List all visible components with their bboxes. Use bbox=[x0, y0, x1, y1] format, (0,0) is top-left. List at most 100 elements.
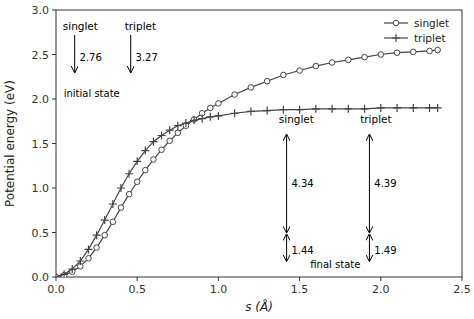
y-tick bbox=[52, 232, 56, 233]
data-point bbox=[248, 85, 254, 91]
legend-label: triplet bbox=[414, 32, 446, 44]
data-point bbox=[393, 104, 401, 112]
annotation: 4.39 bbox=[374, 178, 396, 189]
series-line bbox=[56, 50, 438, 277]
data-point bbox=[264, 78, 270, 84]
x-tick bbox=[380, 277, 381, 281]
data-point bbox=[410, 49, 416, 55]
y-tick bbox=[52, 188, 56, 189]
data-point bbox=[263, 107, 271, 115]
data-point bbox=[93, 231, 101, 239]
data-point bbox=[329, 60, 335, 66]
data-point bbox=[346, 57, 352, 63]
plot-area bbox=[56, 47, 442, 277]
data-point bbox=[174, 122, 182, 130]
data-point bbox=[151, 157, 157, 163]
annotation: 4.34 bbox=[291, 178, 313, 189]
annotation-arrow bbox=[286, 135, 287, 233]
data-point bbox=[126, 191, 132, 197]
data-point bbox=[362, 54, 368, 60]
legend-label: singlet bbox=[414, 17, 449, 29]
data-point bbox=[207, 105, 213, 111]
y-tick-label: 0.5 bbox=[32, 227, 50, 240]
data-point bbox=[56, 273, 60, 277]
annotation-arrow bbox=[369, 234, 370, 261]
data-point bbox=[133, 157, 141, 165]
data-point bbox=[344, 105, 352, 113]
annotation: initial state bbox=[64, 88, 120, 99]
annotation: 1.44 bbox=[291, 245, 313, 256]
data-point bbox=[134, 179, 140, 185]
data-point bbox=[149, 138, 157, 146]
y-axis-label: Potential energy (eV) bbox=[3, 80, 17, 207]
data-point bbox=[216, 101, 222, 107]
data-point bbox=[231, 109, 239, 117]
annotation-arrow bbox=[369, 135, 370, 233]
y-tick-label: 0.0 bbox=[32, 271, 50, 284]
data-point bbox=[68, 265, 76, 273]
y-tick-label: 1.0 bbox=[32, 182, 50, 195]
x-tick bbox=[137, 277, 138, 281]
annotation: 2.76 bbox=[80, 52, 102, 63]
x-tick-label: 0.5 bbox=[128, 283, 146, 296]
data-point bbox=[110, 219, 116, 225]
x-tick-label: 1.5 bbox=[291, 283, 309, 296]
y-tick bbox=[52, 277, 56, 278]
data-point bbox=[166, 126, 174, 134]
x-tick bbox=[218, 277, 219, 281]
x-tick bbox=[462, 277, 463, 281]
y-tick-label: 2.5 bbox=[32, 49, 50, 62]
annotation-arrow bbox=[286, 234, 287, 261]
y-tick bbox=[52, 143, 56, 144]
x-tick-label: 0.0 bbox=[47, 283, 65, 296]
legend: singlet triplet bbox=[384, 17, 449, 44]
data-point bbox=[312, 105, 320, 113]
data-point bbox=[247, 107, 255, 115]
data-point bbox=[361, 105, 369, 113]
data-point bbox=[190, 116, 198, 124]
data-point bbox=[426, 104, 434, 112]
data-point bbox=[141, 147, 149, 155]
data-point bbox=[394, 50, 400, 56]
annotation: 3.27 bbox=[136, 52, 158, 63]
data-point bbox=[76, 257, 84, 265]
annotation: triplet bbox=[125, 20, 157, 32]
annotation: triplet bbox=[360, 113, 392, 125]
y-tick bbox=[52, 10, 56, 11]
y-tick bbox=[52, 54, 56, 55]
x-tick-label: 1.0 bbox=[210, 283, 228, 296]
data-point bbox=[118, 205, 124, 211]
data-point bbox=[143, 167, 149, 173]
x-tick-label: 2.0 bbox=[372, 283, 390, 296]
data-point bbox=[378, 52, 384, 58]
data-point bbox=[159, 147, 165, 153]
series-line bbox=[56, 108, 438, 277]
annotation-arrow bbox=[130, 35, 131, 72]
annotation-arrow bbox=[74, 35, 75, 72]
data-point bbox=[377, 104, 385, 112]
annotation: singlet bbox=[63, 20, 98, 32]
data-point bbox=[101, 216, 109, 224]
data-point bbox=[313, 63, 319, 69]
data-point bbox=[409, 104, 417, 112]
annotation: 1.49 bbox=[374, 245, 396, 256]
plot-frame bbox=[56, 10, 462, 277]
x-tick bbox=[56, 277, 57, 281]
annotations: singlettripletinitial state2.763.27singl… bbox=[63, 20, 397, 270]
y-tick-label: 3.0 bbox=[32, 4, 50, 17]
y-tick-label: 2.0 bbox=[32, 93, 50, 106]
data-point bbox=[297, 68, 303, 74]
x-axis-label: s (Å) bbox=[245, 299, 273, 314]
data-point bbox=[158, 131, 166, 139]
data-point bbox=[434, 104, 442, 112]
data-point bbox=[84, 245, 92, 253]
y-tick bbox=[52, 99, 56, 100]
data-point bbox=[117, 184, 125, 192]
data-point bbox=[328, 105, 336, 113]
data-point bbox=[109, 200, 117, 208]
data-point bbox=[102, 232, 108, 238]
data-point bbox=[281, 72, 287, 78]
data-point bbox=[86, 256, 92, 262]
x-tick-label: 2.5 bbox=[453, 283, 471, 296]
legend-marker bbox=[392, 34, 400, 42]
